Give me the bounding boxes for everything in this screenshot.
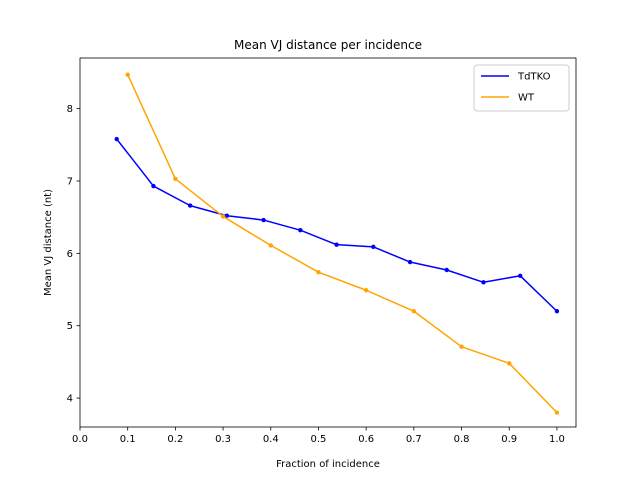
data-point-tdtko	[371, 244, 376, 250]
x-tick-label: 0.6	[358, 434, 374, 445]
legend-label-tdtko: TdTKO	[517, 72, 551, 83]
data-point-wt	[411, 309, 417, 314]
x-tick-label: 0.9	[501, 434, 517, 445]
y-tick-label: 8	[67, 104, 73, 115]
x-tick-label: 0.4	[263, 434, 279, 445]
x-tick-label: 0.2	[167, 434, 183, 445]
data-point-tdtko	[114, 136, 119, 142]
data-point-wt	[554, 410, 560, 415]
plot-frame	[79, 57, 577, 428]
data-point-wt	[173, 176, 178, 182]
data-point-wt	[316, 269, 321, 275]
data-point-wt	[268, 243, 273, 248]
x-tick-label: 0.1	[120, 434, 136, 445]
data-point-tdtko	[261, 217, 266, 223]
plot-area	[80, 58, 576, 427]
x-axis: 0.0 0.1 0.2 0.3 0.4 0.5 0.6 0.7 0.8 0.9 1.0	[72, 427, 565, 445]
data-point-tdtko	[298, 228, 303, 233]
y-tick-label: 5	[67, 321, 73, 332]
data-point-tdtko	[481, 280, 486, 285]
data-point-tdtko	[407, 259, 413, 265]
data-point-tdtko	[187, 203, 193, 208]
data-point-wt	[459, 344, 464, 349]
y-tick-label: 4	[67, 394, 73, 405]
data-point-wt	[363, 288, 369, 293]
series-line-wt	[127, 74, 558, 414]
data-point-tdtko	[334, 242, 339, 247]
data-point-tdtko	[151, 183, 156, 189]
data-point-tdtko	[224, 213, 230, 218]
data-point-tdtko	[518, 273, 523, 278]
x-tick-label: 0.5	[311, 434, 327, 445]
x-tick-label: 0.3	[215, 434, 231, 445]
x-axis-label: Fraction of incidence	[276, 459, 380, 470]
y-axis: 4 5 6 7 8	[67, 104, 80, 405]
x-tick-label: 1.0	[549, 434, 565, 445]
x-tick-label: 0.7	[406, 434, 422, 445]
y-axis-label: Mean VJ distance (nt)	[43, 189, 54, 296]
data-point-wt	[125, 72, 130, 77]
x-tick-label: 0.8	[454, 434, 470, 445]
legend: TdTKO WT	[473, 64, 570, 112]
legend-label-wt: WT	[518, 93, 535, 104]
y-tick-label: 6	[67, 249, 73, 260]
x-tick-label: 0.0	[72, 434, 88, 445]
data-point-wt	[220, 214, 226, 219]
data-point-wt	[507, 361, 512, 366]
y-tick-label: 7	[67, 177, 73, 188]
chart-title: Mean VJ distance per incidence	[234, 38, 422, 52]
data-point-tdtko	[554, 309, 560, 314]
series-layer	[114, 72, 560, 415]
data-point-tdtko	[444, 267, 449, 273]
